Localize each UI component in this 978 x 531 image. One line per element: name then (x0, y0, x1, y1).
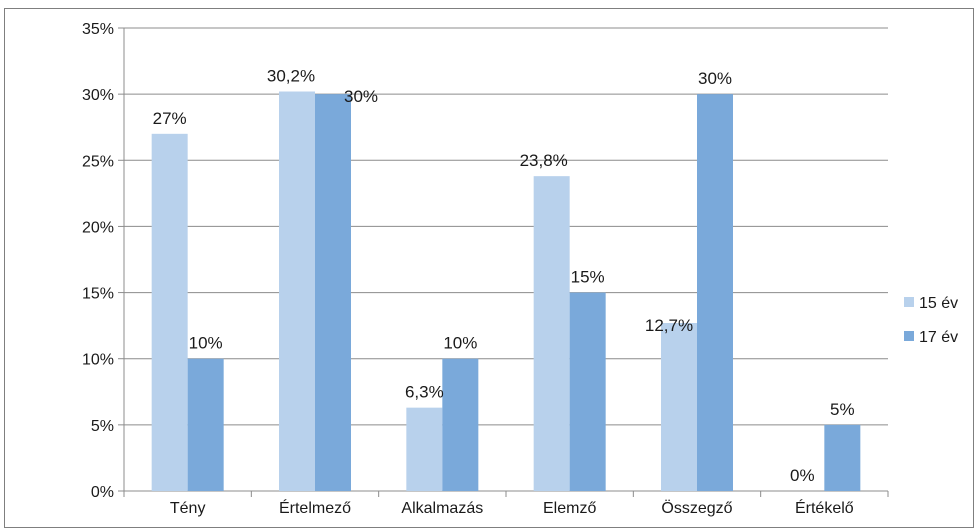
y-tick-label: 5% (91, 418, 114, 435)
data-label: 0% (790, 466, 815, 485)
y-tick-label: 30% (82, 87, 114, 104)
x-tick-label: Értékelő (795, 498, 854, 517)
y-tick-label: 20% (82, 219, 114, 236)
x-tick-label: Elemző (543, 500, 596, 517)
data-label: 12,7% (645, 316, 693, 335)
gridlines (124, 27, 888, 426)
bar (315, 94, 351, 492)
bar (569, 292, 606, 491)
x-tick-label: Értelmező (279, 498, 351, 517)
y-tick-label: 15% (82, 286, 114, 303)
x-tick-label: Tény (170, 500, 206, 517)
bar (533, 176, 570, 491)
data-label: 27% (153, 109, 187, 128)
legend-swatch (904, 331, 914, 341)
y-tick-label: 0% (91, 484, 114, 501)
x-tick-label: Alkalmazás (401, 500, 483, 517)
legend: 15 év 17 év (904, 295, 958, 346)
data-label: 23,8% (520, 151, 568, 170)
legend-swatch (904, 297, 914, 307)
data-labels: 27% 30,2% 6,3% 23,8% 12,7% 0% 10% 30% 10% 15% 30% 5… (153, 66, 855, 485)
data-label: 30% (698, 69, 732, 88)
data-label: 10% (189, 334, 223, 353)
data-label: 30,2% (267, 66, 315, 85)
y-tick-label: 25% (82, 153, 114, 170)
axes: 0% 5% 10% 15% 20% 25% 30% 35% Tény Értelmező Alkal… (82, 21, 889, 517)
bar (151, 133, 188, 492)
bars (151, 91, 861, 492)
bar (406, 407, 443, 491)
x-tick-label: Összegző (661, 499, 732, 517)
bar (442, 358, 479, 491)
bar (824, 424, 861, 491)
bar (697, 94, 733, 492)
legend-label: 17 év (919, 329, 958, 346)
bar (187, 358, 224, 491)
y-tick-label: 35% (82, 21, 114, 38)
bar (661, 322, 697, 491)
data-label: 15% (571, 268, 605, 287)
bar (279, 91, 315, 492)
legend-label: 15 év (919, 295, 958, 312)
data-label: 30% (344, 87, 378, 106)
data-label: 6,3% (405, 383, 444, 402)
y-tick-label: 10% (82, 352, 114, 369)
data-label: 5% (830, 400, 855, 419)
data-label: 10% (443, 334, 477, 353)
